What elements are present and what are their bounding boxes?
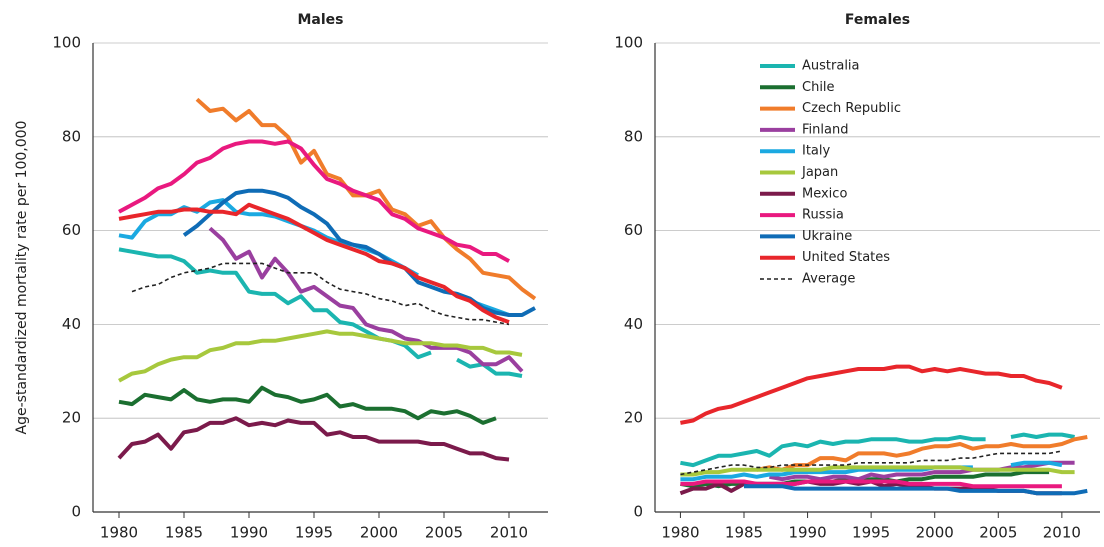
x-tick-label: 2010 [1043, 524, 1081, 542]
legend-label: Mexico [802, 186, 847, 201]
legend: Australia Chile Czech Republic Finland Italy… [760, 59, 901, 287]
x-tick-label: 1980 [661, 524, 699, 542]
series-line [208, 226, 524, 373]
series-line [195, 97, 537, 301]
series-line [118, 139, 510, 263]
y-tick-label: 20 [62, 409, 81, 427]
x-tick-label: 2010 [490, 524, 528, 542]
y-tick-label: 0 [633, 503, 643, 521]
legend-label: Ukraine [802, 229, 852, 244]
y-tick-label: 100 [614, 34, 643, 52]
x-tick-label: 1995 [295, 524, 333, 542]
legend-label: Czech Republic [802, 101, 901, 116]
chart-title: Females [845, 12, 910, 28]
x-tick-label: 1995 [852, 524, 890, 542]
y-tick-label: 0 [71, 503, 81, 521]
legend-label: United States [802, 250, 890, 265]
y-tick-label: 80 [62, 127, 81, 145]
series-line [756, 435, 1088, 472]
x-tick-label: 2000 [916, 524, 954, 542]
chart-title: Males [297, 12, 343, 28]
legend-label: Russia [802, 208, 844, 223]
series-line [118, 202, 510, 324]
panel: Males Age-standardized mortality rate per… [14, 12, 548, 542]
y-tick-label: 40 [624, 315, 643, 333]
series-line [769, 460, 1075, 482]
y-axis-label: Age-standardized mortality rate per 100,… [14, 121, 30, 435]
x-tick-label: 2005 [425, 524, 463, 542]
y-tick-label: 60 [624, 221, 643, 239]
legend-label: Australia [802, 59, 860, 74]
series-line [117, 416, 510, 462]
x-tick-label: 2005 [979, 524, 1017, 542]
series-line [680, 479, 1062, 489]
x-tick-label: 2000 [360, 524, 398, 542]
series-line [680, 364, 1063, 425]
series-line [680, 450, 1063, 476]
y-tick-label: 20 [624, 409, 643, 427]
legend-label: Chile [802, 80, 835, 95]
series-line [680, 432, 1075, 468]
series-line [680, 465, 1075, 477]
x-tick-label: 1985 [725, 524, 763, 542]
series-line [131, 262, 510, 326]
x-tick-label: 1985 [165, 524, 203, 542]
x-tick-label: 1980 [100, 524, 138, 542]
x-tick-label: 1990 [788, 524, 826, 542]
y-tick-label: 100 [52, 34, 81, 52]
series-line [118, 329, 523, 383]
y-tick-label: 40 [62, 315, 81, 333]
legend-label: Japan [801, 165, 838, 180]
legend-label: Italy [802, 144, 831, 159]
legend-label: Finland [802, 122, 848, 137]
y-tick-label: 80 [624, 127, 643, 145]
y-tick-label: 60 [62, 221, 81, 239]
x-tick-label: 1990 [230, 524, 268, 542]
series-line [118, 385, 497, 425]
panel: Females 0 20 40 60 80 100 1980 1985 1990 1995 2000 2… [614, 12, 1100, 542]
legend-label: Average [802, 272, 855, 287]
series-line [744, 484, 1088, 496]
